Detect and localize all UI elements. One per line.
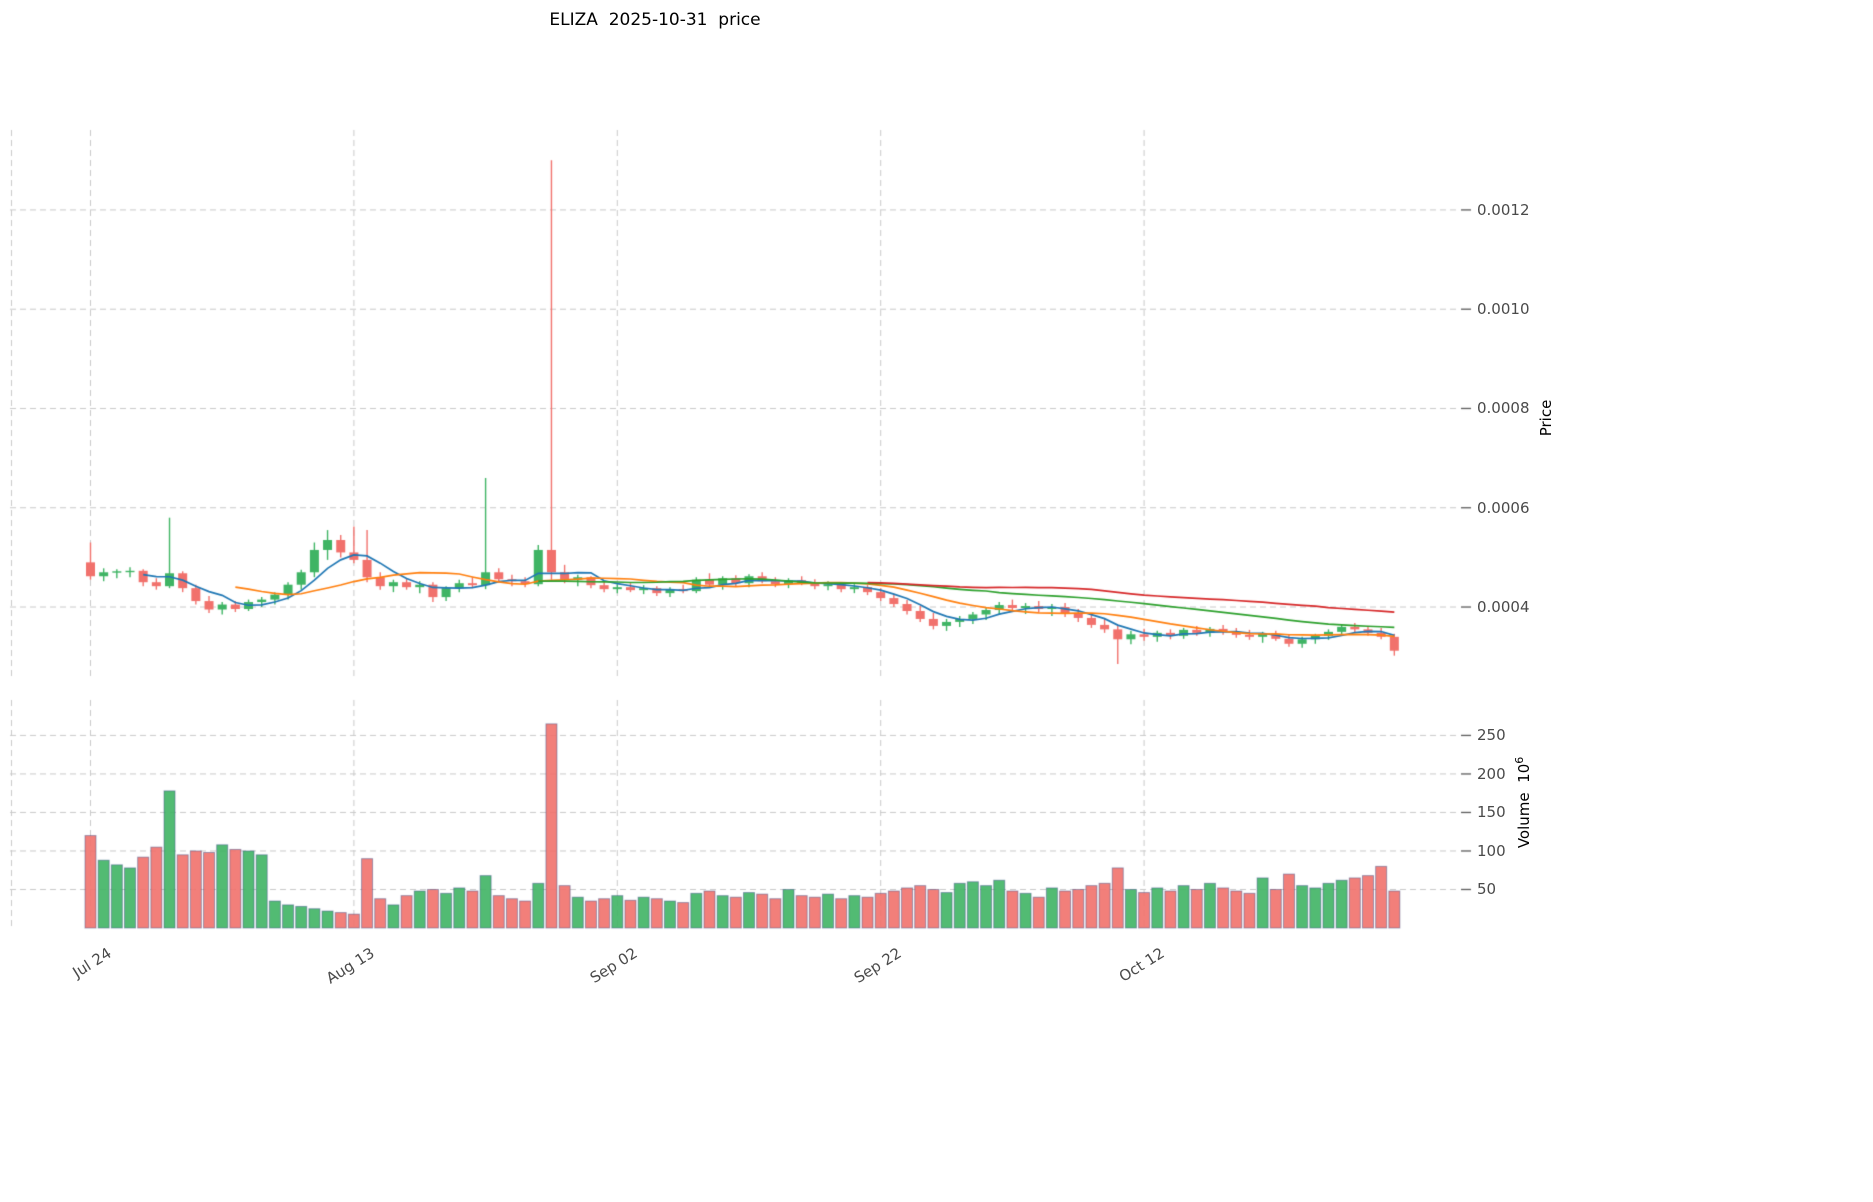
volume-tick-label: 200 <box>1477 764 1506 783</box>
volume-tick-label: 250 <box>1477 726 1506 745</box>
volume-tick-label: 100 <box>1477 841 1506 860</box>
chart-title: ELIZA 2025-10-31 price <box>549 10 761 30</box>
volume-axis-unit: 106 <box>1513 756 1533 783</box>
volume-tick-label: 150 <box>1477 803 1506 822</box>
price-tick-label: 0.0012 <box>1477 200 1530 219</box>
price-tick-label: 0.0010 <box>1477 300 1530 319</box>
volume-tick-label: 50 <box>1477 880 1497 899</box>
price-tick-label: 0.0006 <box>1477 498 1530 517</box>
price-tick-label: 0.0004 <box>1477 598 1530 617</box>
volume-axis-label: Volume 106 <box>1495 757 1551 868</box>
volume-axis-label-text: Volume <box>1515 792 1533 849</box>
price-axis-label: Price <box>1537 399 1555 437</box>
volume-axis-unit-exponent: 6 <box>1513 756 1526 764</box>
price-tick-label: 0.0008 <box>1477 399 1530 418</box>
